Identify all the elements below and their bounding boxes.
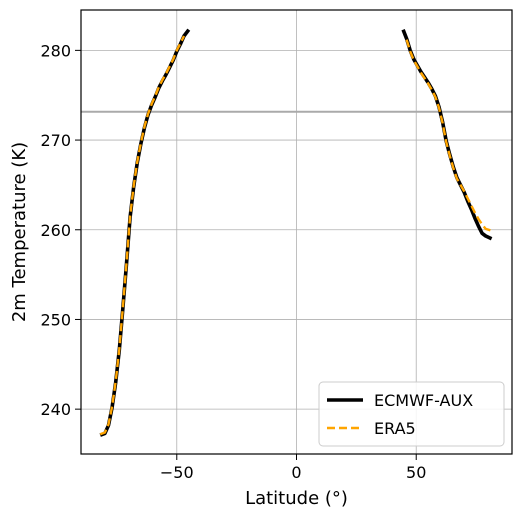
y-axis-label: 2m Temperature (K) [9, 142, 30, 322]
x-axis-label: Latitude (°) [245, 488, 348, 509]
y-tick-label: 270 [40, 131, 71, 150]
y-tick-label: 240 [40, 400, 71, 419]
series-line-era5-south [99, 35, 186, 436]
y-tick-label: 280 [40, 41, 71, 60]
y-tick-label: 250 [40, 310, 71, 329]
y-tick-label: 260 [40, 221, 71, 240]
legend-label-era5: ERA5 [374, 419, 416, 438]
axis-ticks: −50 0 50 240 250 260 270 280 [40, 41, 426, 482]
series-lines [99, 28, 493, 437]
legend-box [318, 381, 505, 447]
series-line-era5-north [405, 39, 492, 232]
x-tick-label: 0 [291, 463, 301, 482]
legend: ECMWF-AUX ERA5 [318, 381, 505, 447]
legend-label-ecmwf-aux: ECMWF-AUX [374, 391, 473, 410]
series-line-ecmwf-aux-south [99, 28, 191, 437]
x-tick-label: 50 [406, 463, 426, 482]
grid-lines [81, 10, 512, 454]
x-tick-label: −50 [160, 463, 194, 482]
